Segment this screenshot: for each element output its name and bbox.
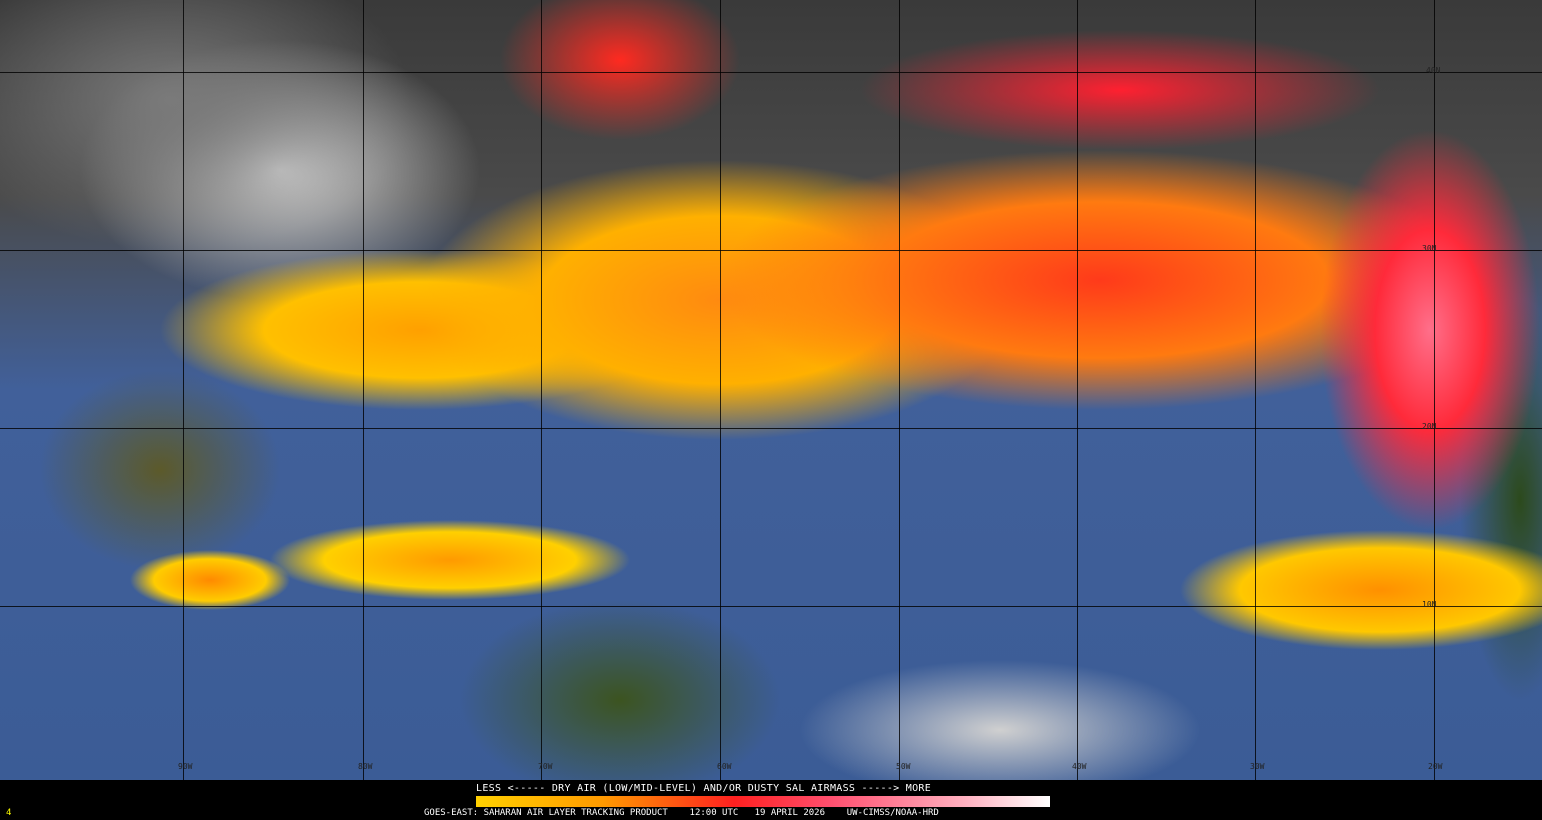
lat-label: 10N	[1422, 600, 1437, 609]
lon-label: 30W	[1250, 762, 1265, 771]
lon-label: 20W	[1428, 762, 1443, 771]
gridline-50w	[899, 0, 900, 780]
gridline-20n	[0, 428, 1542, 429]
lat-label: 40N	[1426, 66, 1441, 75]
satellite-map: 90W 80W 70W 60W 50W 40W 30W 20W 40N 30N …	[0, 0, 1542, 780]
legend-title: LESS <----- DRY AIR (LOW/MID-LEVEL) AND/…	[476, 783, 932, 794]
gridline-30w	[1255, 0, 1256, 780]
lon-label: 70W	[538, 762, 553, 771]
product-name: GOES-EAST: SAHARAN AIR LAYER TRACKING PR…	[424, 808, 668, 818]
frame-number: 4	[6, 808, 12, 818]
lon-label: 50W	[896, 762, 911, 771]
gridline-40n	[0, 72, 1542, 73]
gridline-90w	[183, 0, 184, 780]
lat-label: 30N	[1422, 244, 1437, 253]
time-label: 12:00 UTC	[689, 808, 739, 818]
legend-bar: LESS <----- DRY AIR (LOW/MID-LEVEL) AND/…	[0, 780, 1542, 820]
lon-label: 80W	[358, 762, 373, 771]
gridline-10n	[0, 606, 1542, 607]
credit-label: UW-CIMSS/NOAA-HRD	[846, 808, 939, 818]
date-label: 19 APRIL 2026	[754, 808, 826, 818]
lon-label: 90W	[178, 762, 193, 771]
lon-label: 40W	[1072, 762, 1087, 771]
gridline-80w	[363, 0, 364, 780]
product-footer: GOES-EAST: SAHARAN AIR LAYER TRACKING PR…	[424, 808, 939, 818]
gridline-60w	[720, 0, 721, 780]
gridline-20w	[1434, 0, 1435, 780]
gridline-40w	[1077, 0, 1078, 780]
lon-label: 60W	[717, 762, 732, 771]
gridline-30n	[0, 250, 1542, 251]
gridline-70w	[541, 0, 542, 780]
lat-label: 20N	[1422, 422, 1437, 431]
color-scale-bar	[476, 796, 1050, 807]
